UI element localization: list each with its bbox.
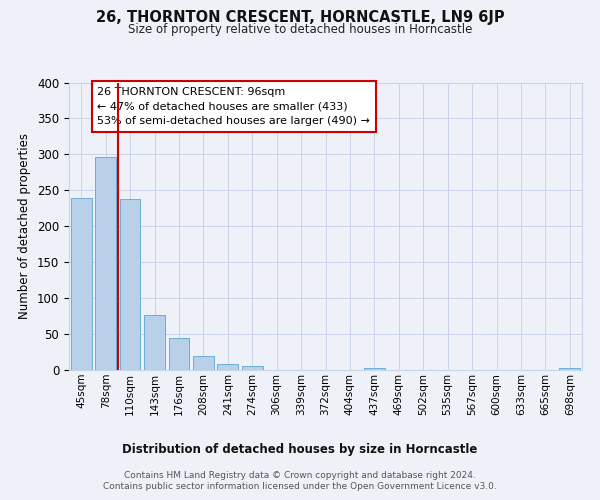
Bar [217,364,238,370]
Text: Size of property relative to detached houses in Horncastle: Size of property relative to detached ho… [128,22,472,36]
Bar [71,198,92,370]
Text: Distribution of detached houses by size in Horncastle: Distribution of detached houses by size … [122,442,478,456]
Bar [95,156,116,370]
Bar [242,366,263,370]
Text: Contains public sector information licensed under the Open Government Licence v3: Contains public sector information licen… [103,482,497,491]
Bar [169,338,190,370]
Bar [559,368,580,370]
Bar [119,199,140,370]
Text: Contains HM Land Registry data © Crown copyright and database right 2024.: Contains HM Land Registry data © Crown c… [124,471,476,480]
Bar [364,368,385,370]
Text: 26 THORNTON CRESCENT: 96sqm
← 47% of detached houses are smaller (433)
53% of se: 26 THORNTON CRESCENT: 96sqm ← 47% of det… [97,87,370,126]
Text: 26, THORNTON CRESCENT, HORNCASTLE, LN9 6JP: 26, THORNTON CRESCENT, HORNCASTLE, LN9 6… [95,10,505,25]
Y-axis label: Number of detached properties: Number of detached properties [19,133,31,320]
Bar [193,356,214,370]
Bar [144,314,165,370]
